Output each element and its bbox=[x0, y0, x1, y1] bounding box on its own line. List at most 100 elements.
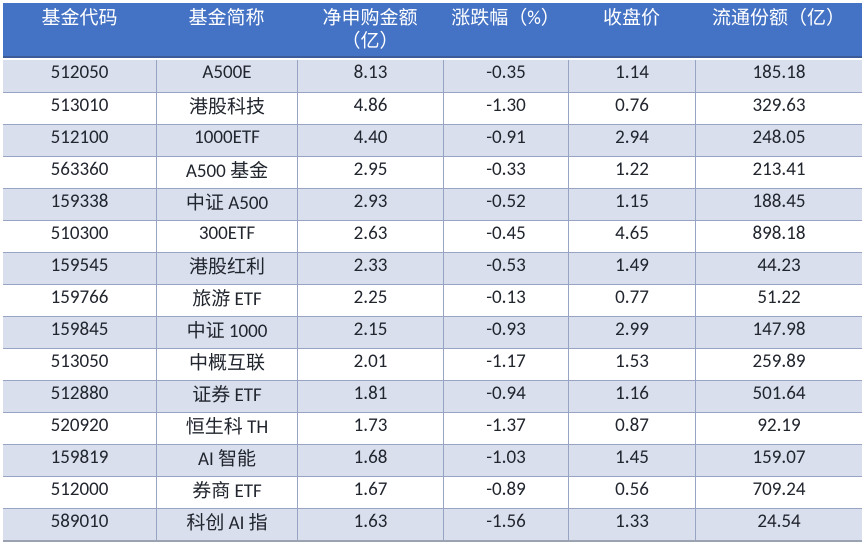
table-row: 512050 A500E 8.13 -0.35 1.14 185.18 bbox=[3, 60, 862, 92]
table-row: 159819 AI 智能 1.68 -1.03 1.45 159.07 bbox=[3, 444, 862, 476]
cell-close-price: 1.33 bbox=[568, 509, 695, 540]
cell-change-percent: -0.89 bbox=[443, 477, 568, 508]
cell-close-price: 1.14 bbox=[568, 60, 695, 92]
cell-fund-code: 512050 bbox=[50, 61, 109, 84]
cell-fund-name: A500 基金 bbox=[156, 157, 297, 188]
cell-close-price: 1.16 bbox=[568, 381, 695, 412]
table-row: 563360 A500 基金 2.95 -0.33 1.22 213.41 bbox=[3, 156, 862, 188]
cell-change-percent: -1.03 bbox=[443, 445, 568, 476]
cell-fund-code: 563360 bbox=[50, 157, 109, 181]
column-header-change-percent: 涨跌幅（%） bbox=[451, 7, 560, 30]
cell-fund-code: 512000 bbox=[50, 477, 109, 501]
cell-circulating-shares: 159.07 bbox=[695, 445, 862, 476]
cell-fund-code: 520920 bbox=[50, 413, 109, 437]
cell-change-percent: -0.33 bbox=[443, 157, 568, 188]
cell-net-subscription: 2.63 bbox=[297, 221, 443, 252]
cell-fund-name: 中概互联 bbox=[156, 349, 297, 380]
cell-close-price: 2.94 bbox=[568, 125, 695, 156]
cell-close-price: 2.99 bbox=[568, 317, 695, 348]
cell-close-price: 4.65 bbox=[568, 221, 695, 252]
etf-fund-flow-table: 基金代码 基金简称 净申购金额（亿） 涨跌幅（%） 收盘价 流通份额（亿） 51… bbox=[3, 3, 862, 542]
cell-close-price: 0.87 bbox=[568, 413, 695, 444]
cell-net-subscription: 2.95 bbox=[297, 157, 443, 188]
cell-circulating-shares: 329.63 bbox=[695, 93, 862, 124]
cell-fund-name: 恒生科 TH bbox=[156, 413, 297, 444]
cell-circulating-shares: 185.18 bbox=[695, 60, 862, 92]
table-header-row: 基金代码 基金简称 净申购金额（亿） 涨跌幅（%） 收盘价 流通份额（亿） bbox=[3, 3, 862, 58]
cell-close-price: 1.22 bbox=[568, 157, 695, 188]
cell-net-subscription: 2.33 bbox=[297, 253, 443, 284]
cell-circulating-shares: 501.64 bbox=[695, 381, 862, 412]
cell-circulating-shares: 24.54 bbox=[695, 509, 862, 540]
cell-net-subscription: 4.40 bbox=[297, 125, 443, 156]
table-row: 513050 中概互联 2.01 -1.17 1.53 259.89 bbox=[3, 348, 862, 380]
table-row: 512100 1000ETF 4.40 -0.91 2.94 248.05 bbox=[3, 124, 862, 156]
table-row: 159545 港股红利 2.33 -0.53 1.49 44.23 bbox=[3, 252, 862, 284]
table-row: 512000 券商 ETF 1.67 -0.89 0.56 709.24 bbox=[3, 476, 862, 508]
cell-fund-code: 589010 bbox=[50, 509, 109, 533]
cell-net-subscription: 2.93 bbox=[297, 189, 443, 220]
cell-change-percent: -0.94 bbox=[443, 381, 568, 412]
cell-fund-name: 旅游 ETF bbox=[156, 285, 297, 316]
cell-fund-name: 港股科技 bbox=[156, 93, 297, 124]
cell-fund-code: 512880 bbox=[50, 381, 109, 405]
cell-circulating-shares: 248.05 bbox=[695, 125, 862, 156]
cell-net-subscription: 8.13 bbox=[297, 60, 443, 92]
cell-circulating-shares: 259.89 bbox=[695, 349, 862, 380]
cell-net-subscription: 1.63 bbox=[297, 509, 443, 540]
table-row: 510300 300ETF 2.63 -0.45 4.65 898.18 bbox=[3, 220, 862, 252]
cell-net-subscription: 4.86 bbox=[297, 93, 443, 124]
table-row: 520920 恒生科 TH 1.73 -1.37 0.87 92.19 bbox=[3, 412, 862, 444]
cell-change-percent: -0.52 bbox=[443, 189, 568, 220]
table-row: 159845 中证 1000 2.15 -0.93 2.99 147.98 bbox=[3, 316, 862, 348]
cell-change-percent: -0.13 bbox=[443, 285, 568, 316]
cell-net-subscription: 1.73 bbox=[297, 413, 443, 444]
cell-change-percent: -1.37 bbox=[443, 413, 568, 444]
cell-fund-code: 159545 bbox=[50, 253, 109, 277]
cell-net-subscription: 2.25 bbox=[297, 285, 443, 316]
cell-change-percent: -0.45 bbox=[443, 221, 568, 252]
cell-fund-name: 港股红利 bbox=[156, 253, 297, 284]
column-header-fund-code: 基金代码 bbox=[41, 7, 118, 30]
cell-fund-code: 159819 bbox=[50, 445, 109, 469]
cell-fund-name: 中证 1000 bbox=[156, 317, 297, 348]
cell-net-subscription: 1.67 bbox=[297, 477, 443, 508]
cell-close-price: 1.45 bbox=[568, 445, 695, 476]
cell-fund-name: A500E bbox=[156, 60, 297, 92]
cell-fund-code: 159766 bbox=[50, 285, 109, 309]
cell-fund-code: 159338 bbox=[50, 189, 109, 213]
cell-change-percent: -0.91 bbox=[443, 125, 568, 156]
cell-net-subscription: 1.81 bbox=[297, 381, 443, 412]
table-row: 159338 中证 A500 2.93 -0.52 1.15 188.45 bbox=[3, 188, 862, 220]
cell-circulating-shares: 51.22 bbox=[695, 285, 862, 316]
table-body: 512050 A500E 8.13 -0.35 1.14 185.18 5130… bbox=[3, 60, 862, 542]
cell-circulating-shares: 188.45 bbox=[695, 189, 862, 220]
cell-fund-name: 证券 ETF bbox=[156, 381, 297, 412]
cell-fund-name: 券商 ETF bbox=[156, 477, 297, 508]
cell-net-subscription: 2.15 bbox=[297, 317, 443, 348]
cell-change-percent: -0.53 bbox=[443, 253, 568, 284]
column-header-fund-name: 基金简称 bbox=[188, 7, 265, 30]
cell-fund-name: AI 智能 bbox=[156, 445, 297, 476]
cell-fund-code: 513050 bbox=[50, 349, 109, 373]
cell-circulating-shares: 709.24 bbox=[695, 477, 862, 508]
cell-net-subscription: 2.01 bbox=[297, 349, 443, 380]
cell-fund-name: 科创 AI 指 bbox=[156, 509, 297, 540]
cell-close-price: 1.53 bbox=[568, 349, 695, 380]
cell-close-price: 1.49 bbox=[568, 253, 695, 284]
column-header-net-subscription: 净申购金额（亿） bbox=[322, 7, 418, 53]
table-row: 512880 证券 ETF 1.81 -0.94 1.16 501.64 bbox=[3, 380, 862, 412]
cell-change-percent: -0.93 bbox=[443, 317, 568, 348]
cell-close-price: 0.56 bbox=[568, 477, 695, 508]
cell-fund-code: 510300 bbox=[50, 221, 109, 245]
cell-circulating-shares: 92.19 bbox=[695, 413, 862, 444]
cell-fund-code: 512100 bbox=[50, 125, 109, 149]
cell-change-percent: -0.35 bbox=[443, 60, 568, 92]
column-header-close-price: 收盘价 bbox=[602, 7, 660, 30]
cell-fund-code: 513010 bbox=[50, 93, 109, 117]
cell-circulating-shares: 147.98 bbox=[695, 317, 862, 348]
cell-circulating-shares: 898.18 bbox=[695, 221, 862, 252]
cell-close-price: 0.76 bbox=[568, 93, 695, 124]
table-row: 589010 科创 AI 指 1.63 -1.56 1.33 24.54 bbox=[3, 508, 862, 540]
